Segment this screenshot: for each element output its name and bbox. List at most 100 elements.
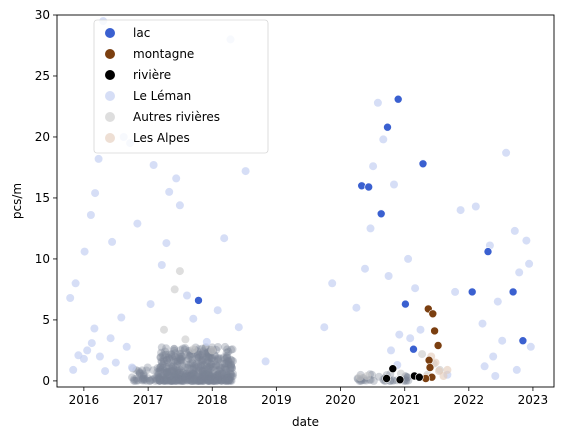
legend-marker bbox=[105, 28, 115, 38]
point-le-leman bbox=[91, 189, 99, 197]
point-autres-rivieres bbox=[181, 335, 189, 343]
point-le-leman bbox=[133, 220, 141, 228]
point-le-leman bbox=[411, 284, 419, 292]
point-montagne bbox=[434, 342, 442, 350]
point-le-leman bbox=[525, 260, 533, 268]
point-le-leman bbox=[112, 359, 120, 367]
point-lac bbox=[195, 296, 203, 304]
point-lac bbox=[401, 300, 409, 308]
point-riviere bbox=[396, 376, 404, 384]
point-le-leman bbox=[220, 234, 228, 242]
legend: lacmontagnerivièreLe LémanAutres rivière… bbox=[94, 20, 268, 153]
cloud-point bbox=[157, 353, 165, 361]
point-le-leman bbox=[387, 346, 395, 354]
cloud-point bbox=[189, 377, 197, 385]
y-axis: 051015202530 bbox=[35, 8, 57, 388]
point-autres-rivieres bbox=[208, 346, 216, 354]
x-axis-label: date bbox=[292, 415, 319, 429]
legend-marker bbox=[105, 91, 115, 101]
point-le-leman bbox=[88, 339, 96, 347]
point-le-leman bbox=[491, 372, 499, 380]
point-le-leman bbox=[72, 279, 80, 287]
cloud-point bbox=[197, 376, 205, 384]
point-le-leman bbox=[479, 320, 487, 328]
point-le-leman bbox=[87, 211, 95, 219]
legend-marker bbox=[105, 133, 115, 143]
point-le-leman bbox=[390, 181, 398, 189]
point-le-leman bbox=[107, 334, 115, 342]
point-le-leman bbox=[123, 343, 131, 351]
legend-label: lac bbox=[133, 26, 150, 40]
point-lac bbox=[394, 95, 402, 103]
point-le-leman bbox=[481, 362, 489, 370]
point-autres-rivieres bbox=[418, 350, 426, 358]
point-le-leman bbox=[527, 343, 535, 351]
point-lac bbox=[519, 337, 527, 345]
point-autres-rivieres bbox=[176, 267, 184, 275]
point-autres-rivieres bbox=[363, 372, 371, 380]
point-les-alpes bbox=[443, 366, 451, 374]
point-le-leman bbox=[367, 224, 375, 232]
point-autres-rivieres bbox=[171, 285, 179, 293]
point-le-leman bbox=[69, 366, 77, 374]
cloud-point bbox=[172, 377, 180, 385]
cloud-point bbox=[227, 346, 235, 354]
point-montagne bbox=[425, 356, 433, 364]
point-riviere bbox=[383, 375, 391, 383]
point-lac bbox=[365, 183, 373, 191]
point-le-leman bbox=[417, 326, 425, 334]
cloud-point bbox=[163, 368, 171, 376]
point-le-leman bbox=[328, 279, 336, 287]
point-le-leman bbox=[451, 288, 459, 296]
legend-label: montagne bbox=[133, 47, 194, 61]
point-le-leman bbox=[242, 167, 250, 175]
point-le-leman bbox=[189, 315, 197, 323]
cloud-point bbox=[183, 357, 191, 365]
point-autres-rivieres bbox=[160, 326, 168, 334]
point-le-leman bbox=[515, 268, 523, 276]
point-le-leman bbox=[379, 135, 387, 143]
point-le-leman bbox=[158, 261, 166, 269]
y-tick-label: 25 bbox=[35, 69, 50, 83]
y-tick-label: 15 bbox=[35, 191, 50, 205]
point-lac bbox=[410, 345, 418, 353]
point-le-leman bbox=[147, 300, 155, 308]
point-le-leman bbox=[128, 364, 136, 372]
point-lac bbox=[468, 288, 476, 296]
x-tick-label: 2021 bbox=[389, 393, 420, 407]
point-le-leman bbox=[165, 188, 173, 196]
point-le-leman bbox=[489, 353, 497, 361]
point-le-leman bbox=[117, 314, 125, 322]
point-le-leman bbox=[352, 304, 360, 312]
point-le-leman bbox=[457, 206, 465, 214]
cloud-point bbox=[168, 353, 176, 361]
point-le-leman bbox=[235, 323, 243, 331]
legend-marker bbox=[105, 49, 115, 59]
point-le-leman bbox=[108, 238, 116, 246]
point-le-leman bbox=[404, 255, 412, 263]
point-lac bbox=[509, 288, 517, 296]
point-le-leman bbox=[361, 265, 369, 273]
cloud-point bbox=[205, 375, 213, 383]
x-tick-label: 2020 bbox=[325, 393, 356, 407]
point-lac bbox=[419, 160, 427, 168]
point-le-leman bbox=[395, 331, 403, 339]
x-axis: 2016 2017 2018 2019 2020 2021 2022 2023 bbox=[69, 387, 549, 407]
point-le-leman bbox=[385, 272, 393, 280]
point-le-leman bbox=[150, 161, 158, 169]
point-riviere bbox=[389, 365, 397, 373]
point-le-leman bbox=[513, 366, 521, 374]
point-le-leman bbox=[369, 162, 377, 170]
point-le-leman bbox=[214, 306, 222, 314]
point-montagne bbox=[429, 310, 437, 318]
y-tick-label: 0 bbox=[42, 374, 50, 388]
x-tick-label: 2016 bbox=[69, 393, 100, 407]
y-tick-label: 5 bbox=[42, 313, 50, 327]
cloud-point bbox=[196, 367, 204, 375]
point-montagne bbox=[426, 364, 434, 372]
cloud-point bbox=[202, 355, 210, 363]
point-le-leman bbox=[176, 201, 184, 209]
legend-marker bbox=[105, 112, 115, 122]
point-le-leman bbox=[511, 227, 519, 235]
point-lac bbox=[377, 210, 385, 218]
